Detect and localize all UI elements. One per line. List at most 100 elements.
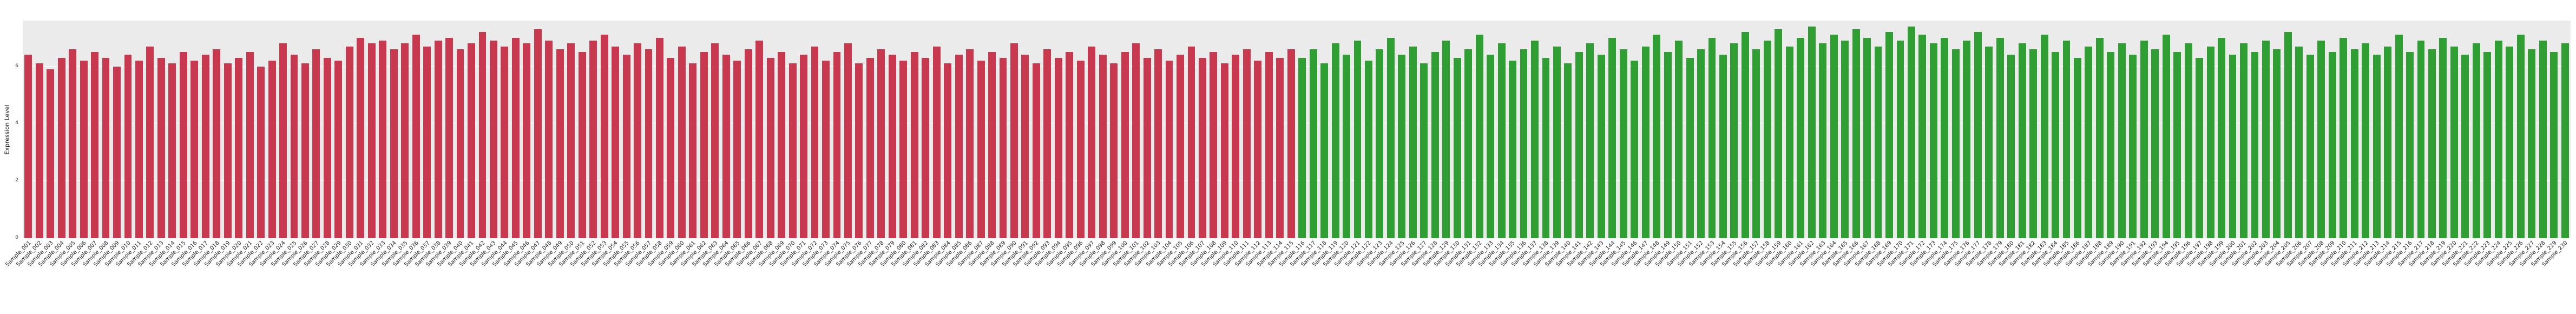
- bar-slot: Sample_141: [1555, 21, 1585, 268]
- bar: [2162, 35, 2170, 238]
- bar: [1177, 55, 1184, 238]
- bar: [1509, 61, 1516, 238]
- bar-slot: Sample_032: [348, 21, 377, 268]
- bar: [1797, 37, 1805, 238]
- bar: [1453, 57, 1461, 238]
- bar-slot: Sample_145: [1599, 21, 1629, 268]
- bar: [91, 52, 98, 238]
- bar-slot: Sample_222: [2453, 21, 2482, 268]
- bar-slot: Sample_057: [625, 21, 654, 268]
- bar: [1409, 46, 1417, 238]
- bar: [113, 66, 121, 238]
- bar: [1464, 49, 1473, 238]
- bar-slot: Sample_025: [270, 21, 299, 268]
- bar-slot: Sample_172: [1898, 21, 1928, 268]
- bar-slot: Sample_104: [1145, 21, 1174, 268]
- bar-slot: Sample_120: [1323, 21, 1352, 268]
- bar-slot: Sample_023: [248, 21, 277, 268]
- bar: [766, 57, 774, 238]
- bar: [2472, 43, 2480, 238]
- bar-slot: Sample_014: [148, 21, 178, 268]
- bar: [1110, 63, 1118, 238]
- bar-slot: Sample_169: [1865, 21, 1895, 268]
- bar-slot: Sample_054: [592, 21, 621, 268]
- bar: [2173, 52, 2181, 238]
- bar-slot: Sample_098: [1079, 21, 1108, 268]
- bar: [955, 55, 963, 238]
- bar-slot: Sample_073: [802, 21, 831, 268]
- bar-slot: Sample_009: [93, 21, 122, 268]
- bar: [800, 55, 807, 238]
- bar-slot: Sample_227: [2508, 21, 2537, 268]
- bar-slot: Sample_065: [713, 21, 742, 268]
- bar: [899, 61, 908, 238]
- bar-slot: Sample_069: [758, 21, 787, 268]
- bar: [2417, 41, 2425, 238]
- bar-slot: Sample_118: [1300, 21, 1330, 268]
- bar: [24, 55, 32, 238]
- bar-slot: Sample_074: [813, 21, 842, 268]
- bar-slot: Sample_206: [2275, 21, 2304, 268]
- bar: [700, 52, 708, 238]
- bar-slot: Sample_192: [2120, 21, 2150, 268]
- bar-slot: Sample_030: [326, 21, 355, 268]
- bar: [2206, 46, 2214, 238]
- bar: [667, 57, 675, 238]
- bar: [1885, 32, 1893, 238]
- bar-slot: Sample_081: [890, 21, 920, 268]
- bar-slot: Sample_188: [2076, 21, 2105, 268]
- bar-slot: Sample_182: [2009, 21, 2039, 268]
- bar: [2428, 49, 2436, 238]
- bar: [888, 55, 896, 238]
- bar: [1918, 35, 1927, 238]
- bar-slot: Sample_210: [2319, 21, 2349, 268]
- bar-slot: Sample_037: [403, 21, 432, 268]
- bar: [1951, 49, 1960, 238]
- bar: [468, 43, 475, 238]
- bar: [279, 43, 287, 238]
- y-tick-label: 0: [15, 235, 18, 240]
- bar: [2483, 52, 2492, 238]
- bar: [2550, 52, 2558, 238]
- bar: [1675, 41, 1683, 238]
- bar: [534, 29, 542, 238]
- bar: [844, 43, 852, 238]
- bar-slot: Sample_028: [304, 21, 333, 268]
- bar: [456, 49, 464, 238]
- bar-slot: Sample_124: [1367, 21, 1396, 268]
- bar-slot: Sample_190: [2098, 21, 2127, 268]
- bar: [1353, 41, 1362, 238]
- bar: [102, 57, 110, 238]
- bar: [1497, 43, 1506, 238]
- bar: [1819, 43, 1827, 238]
- bar-slot: Sample_068: [746, 21, 776, 268]
- bar-slot: Sample_077: [846, 21, 876, 268]
- bar-slot: Sample_133: [1467, 21, 1496, 268]
- gridline: [23, 180, 2571, 181]
- bar: [2284, 32, 2292, 238]
- bar: [1243, 49, 1251, 238]
- bar: [2406, 52, 2414, 238]
- bar: [2140, 41, 2148, 238]
- bar-slot: Sample_108: [1190, 21, 1219, 268]
- bar: [1276, 57, 1284, 238]
- bar: [1874, 46, 1882, 238]
- y-tick-label: 2: [15, 178, 18, 184]
- bar: [2295, 46, 2303, 238]
- bar-slot: Sample_005: [49, 21, 78, 268]
- bar-slot: Sample_115: [1267, 21, 1296, 268]
- bar: [135, 61, 143, 238]
- bar: [1198, 57, 1206, 238]
- bar-slot: Sample_198: [2186, 21, 2216, 268]
- bar-slot: Sample_056: [614, 21, 643, 268]
- bar-slot: Sample_058: [636, 21, 665, 268]
- bar-slot: Sample_117: [1289, 21, 1318, 268]
- bar: [1719, 55, 1727, 238]
- bar-slot: Sample_130: [1433, 21, 1462, 268]
- bar-slot: Sample_184: [2032, 21, 2061, 268]
- bar: [1010, 43, 1018, 238]
- bar: [334, 61, 343, 238]
- bar: [1187, 46, 1195, 238]
- bar: [2251, 52, 2259, 238]
- bar-slot: Sample_063: [691, 21, 720, 268]
